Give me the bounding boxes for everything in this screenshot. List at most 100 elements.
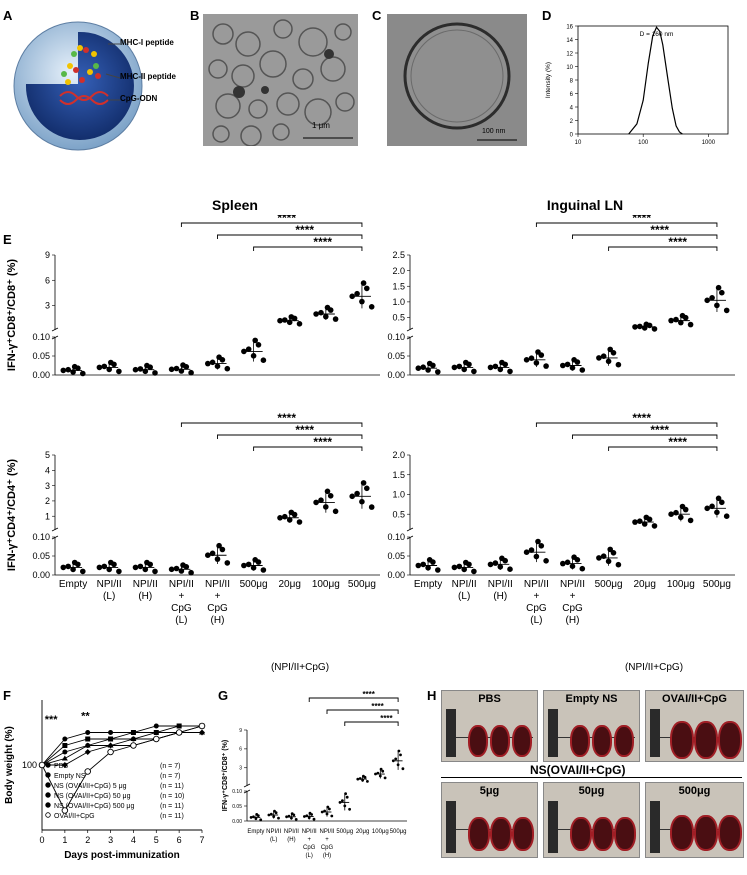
group-bracket (441, 777, 742, 778)
data-point (341, 799, 344, 803)
y-tick-label: 0.00 (387, 370, 405, 380)
legend-label: NS (OVAI/II+CpG) 500 μg (54, 803, 134, 810)
data-marker (108, 730, 114, 735)
photo-pbs: PBS (441, 690, 538, 762)
x-tick-label: (L) (175, 615, 187, 626)
y-tick-label: 12 (566, 52, 573, 58)
significance-stars: **** (295, 423, 314, 437)
title-inguinal-ln: Inguinal LN (546, 197, 624, 213)
x-tick-label: 20μg (356, 829, 369, 835)
panel-label-f: F (3, 688, 11, 703)
data-marker (62, 749, 68, 755)
data-point (318, 497, 324, 504)
annotation-diameter: D = 160 nm (640, 31, 674, 38)
significance-bracket (572, 434, 718, 439)
data-point (420, 561, 427, 568)
data-point (368, 304, 375, 310)
chart-f-body-weight: 100 0 1 2 3 4 5 6 7 Days post-immunization Body we… (4, 700, 206, 861)
x-tick-label: + (215, 591, 221, 602)
y-tick-label: 0.05 (32, 351, 50, 361)
data-marker (130, 736, 137, 741)
x-tick-label: Empty (247, 829, 264, 835)
data-point (579, 565, 586, 572)
axis-break (243, 789, 251, 794)
x-tick-label: 100μg (667, 579, 695, 590)
data-point (313, 499, 319, 506)
data-point (137, 563, 144, 570)
x-tick-label: 1000 (702, 140, 716, 146)
data-point (492, 560, 499, 566)
x-tick-label: CpG (526, 603, 547, 614)
x-tick-label: + (307, 837, 311, 843)
data-point (327, 493, 334, 499)
data-point (173, 365, 180, 372)
data-marker (130, 730, 136, 735)
x-tick-label: 4 (131, 835, 136, 845)
data-point (152, 370, 158, 376)
x-axis-label: Days post-immunization (64, 850, 180, 861)
data-point (205, 552, 211, 558)
y-tick-label: 5 (45, 450, 50, 460)
data-point (723, 513, 730, 519)
axis-break (51, 327, 59, 332)
y-tick-label: 1.0 (392, 490, 405, 500)
x-tick-label: 2 (85, 835, 90, 845)
legend-marker (45, 782, 51, 788)
legend-count: (n = 11) (160, 803, 184, 810)
panel-label-c: C (372, 8, 382, 23)
data-point (596, 355, 602, 361)
data-point (277, 515, 283, 521)
data-point (259, 818, 263, 822)
data-point (579, 367, 586, 373)
y-tick-label: 100 (22, 760, 37, 770)
x-tick-label: 500μg (336, 829, 353, 835)
y-tick-label: 0.10 (32, 332, 50, 342)
data-point (320, 810, 324, 814)
label-mhc-ii: MHC-II peptide (120, 72, 176, 81)
data-point (348, 807, 351, 811)
data-point (391, 759, 395, 763)
label-mhc-i: MHC-I peptide (120, 38, 174, 47)
x-tick-label: (L) (270, 837, 277, 843)
y-tick-label: 0.05 (387, 551, 405, 561)
legend-marker (45, 772, 51, 778)
data-point (188, 369, 194, 376)
series-line (41, 725, 202, 766)
significance-stars: **** (650, 423, 669, 437)
y-tick-label: 1.5 (392, 470, 405, 480)
data-point (260, 567, 267, 573)
data-point (507, 368, 513, 375)
data-point (487, 561, 494, 568)
axis-break (406, 327, 414, 332)
x-tick-label: NPI/II (302, 829, 317, 835)
plot-frame (577, 25, 729, 135)
x-tick-label: 500μg (348, 579, 376, 590)
legend-label: NS (OVAI/II+CpG) 50 μg (54, 793, 131, 800)
group-label-ns: NS(OVAI/II+CpG) (530, 763, 626, 777)
data-point (285, 815, 288, 819)
y-tick-label: 6 (570, 92, 574, 98)
data-point (312, 817, 316, 821)
data-marker (198, 722, 206, 730)
series-line (41, 725, 203, 812)
y-tick-label: 10 (566, 65, 573, 71)
significance-stars: **** (277, 215, 296, 225)
scale-bar-b: 1 μm (312, 121, 330, 130)
y-tick-label: 0.00 (32, 370, 50, 380)
group-label-ns-np: (NPI/II+CpG) (271, 662, 329, 673)
significance-bracket (608, 246, 718, 251)
data-point (296, 519, 303, 525)
data-marker (62, 743, 68, 748)
panel-label-a: A (3, 8, 13, 23)
x-tick-label: 500μg (595, 579, 623, 590)
cryo-em-single-particle (387, 14, 527, 146)
significance-stars: ** (81, 711, 90, 723)
data-point (668, 317, 674, 324)
data-marker (85, 730, 91, 735)
data-point (219, 546, 226, 553)
y-tick-label: 2.0 (392, 266, 405, 276)
significance-stars: **** (380, 714, 393, 723)
data-point (60, 564, 67, 571)
data-point (637, 518, 643, 524)
x-tick-label: 500μg (703, 579, 731, 590)
